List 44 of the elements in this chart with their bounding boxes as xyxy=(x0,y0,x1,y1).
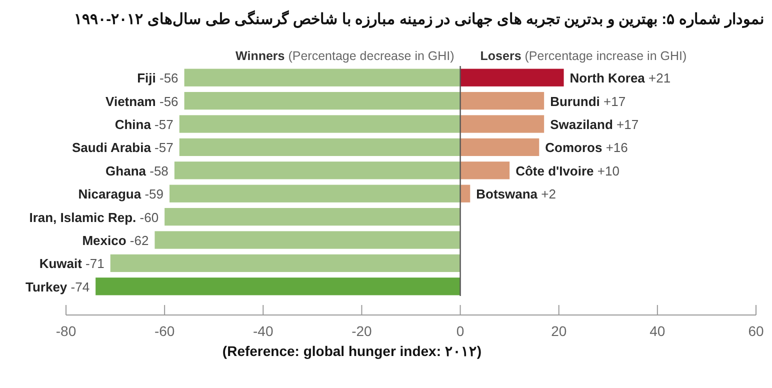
x-tick-label: 20 xyxy=(551,323,567,339)
x-tick-label: -40 xyxy=(253,323,274,339)
bar xyxy=(154,231,460,249)
bar xyxy=(179,115,460,133)
data-label: Kuwait -71 xyxy=(39,256,104,272)
data-label: Burundi +17 xyxy=(550,94,626,109)
bar xyxy=(184,92,460,110)
bar xyxy=(164,208,460,226)
data-label: North Korea +21 xyxy=(570,70,671,86)
bar xyxy=(110,254,460,272)
series-label: Winners (Percentage decrease in GHI) xyxy=(236,49,454,63)
bar xyxy=(460,138,540,156)
data-label: Mexico -62 xyxy=(82,233,149,248)
series-label: Losers (Percentage increase in GHI) xyxy=(480,49,687,63)
data-label: Nicaragua -59 xyxy=(78,186,164,202)
data-label: Saudi Arabia -57 xyxy=(72,140,174,156)
bar xyxy=(184,68,460,86)
chart-title: نمودار شماره ۵: بهترین و بدترین تجربه های جهانی در زمینه مبارزه با شاخص گرسنگی طی سال‌های ۲۰۱۲-۱۹۹۰ xyxy=(74,10,764,28)
x-tick-label: 60 xyxy=(748,323,764,339)
bar xyxy=(460,162,510,180)
data-label: Comoros +16 xyxy=(545,140,628,156)
bar xyxy=(460,68,564,86)
text: (Reference: global hunger index: ۲۰۱۲) xyxy=(222,343,482,359)
data-label: Turkey -74 xyxy=(25,279,90,294)
bar xyxy=(174,162,460,180)
bar xyxy=(460,115,544,133)
bar xyxy=(96,278,460,296)
x-tick-label: -80 xyxy=(56,323,76,339)
data-label: Fiji -56 xyxy=(137,70,178,86)
data-label: Swaziland +17 xyxy=(550,117,639,132)
bar xyxy=(460,184,470,202)
bar xyxy=(179,138,460,156)
data-label: China -57 xyxy=(114,117,174,132)
bar xyxy=(460,92,544,110)
data-label: Ghana -58 xyxy=(106,163,168,178)
x-tick-label: -20 xyxy=(352,323,372,339)
data-label: Botswana +2 xyxy=(476,186,556,202)
data-label: Iran, Islamic Rep. -60 xyxy=(29,210,159,225)
x-tick-label: 40 xyxy=(650,323,666,339)
data-label: Vietnam -56 xyxy=(106,94,178,109)
bar xyxy=(170,184,460,202)
x-tick-label: -60 xyxy=(154,323,175,339)
data-label: Côte d'Ivoire +10 xyxy=(516,163,620,178)
x-tick-label: 0 xyxy=(456,323,464,339)
